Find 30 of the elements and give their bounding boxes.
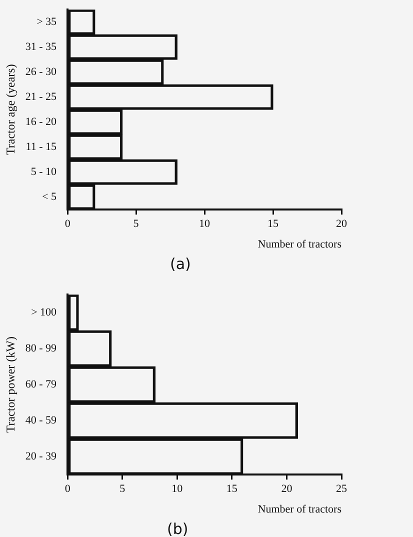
x-tick-label: 10 [199,218,211,230]
y-tick-label: < 5 [42,190,58,203]
y-tick-label: 80 - 99 [25,342,58,354]
x-axis-title: Number of tractors [258,503,342,516]
y-tick-label: 26 - 30 [25,66,58,78]
y-tick-label: 21 - 25 [25,90,58,103]
x-tick-label: 20 [281,483,293,496]
x-tick-label: 15 [226,483,238,496]
y-axis-title: Tractor age (years) [3,64,18,156]
y-tick-label: 40 - 59 [25,414,58,426]
x-tick-label: 5 [120,483,126,496]
text: (a) [169,255,192,273]
x-tick-label: 0 [64,218,71,230]
x-axis-title: Number of tractors [258,238,342,250]
x-tick-label: 10 [172,483,184,496]
y-tick-label: 31 - 35 [25,40,58,53]
y-tick-label: 16 - 20 [25,116,58,128]
y-axis-title: Tractor power (kW) [3,336,18,433]
y-tick-label: 20 - 39 [25,450,58,462]
x-tick-label: 20 [336,218,348,230]
y-tick-label: 60 - 79 [25,378,58,390]
y-tick-label: 5 - 10 [30,166,58,178]
y-tick-label: 11 - 15 [26,140,58,153]
x-tick-label: 5 [133,218,140,230]
x-tick-label: 15 [268,218,280,230]
x-tick-label: 25 [336,483,348,496]
y-tick-label: > 100 [31,306,58,318]
x-tick-label: 0 [64,483,71,496]
y-tick-label: > 35 [36,16,58,28]
text: (b) [166,520,190,537]
